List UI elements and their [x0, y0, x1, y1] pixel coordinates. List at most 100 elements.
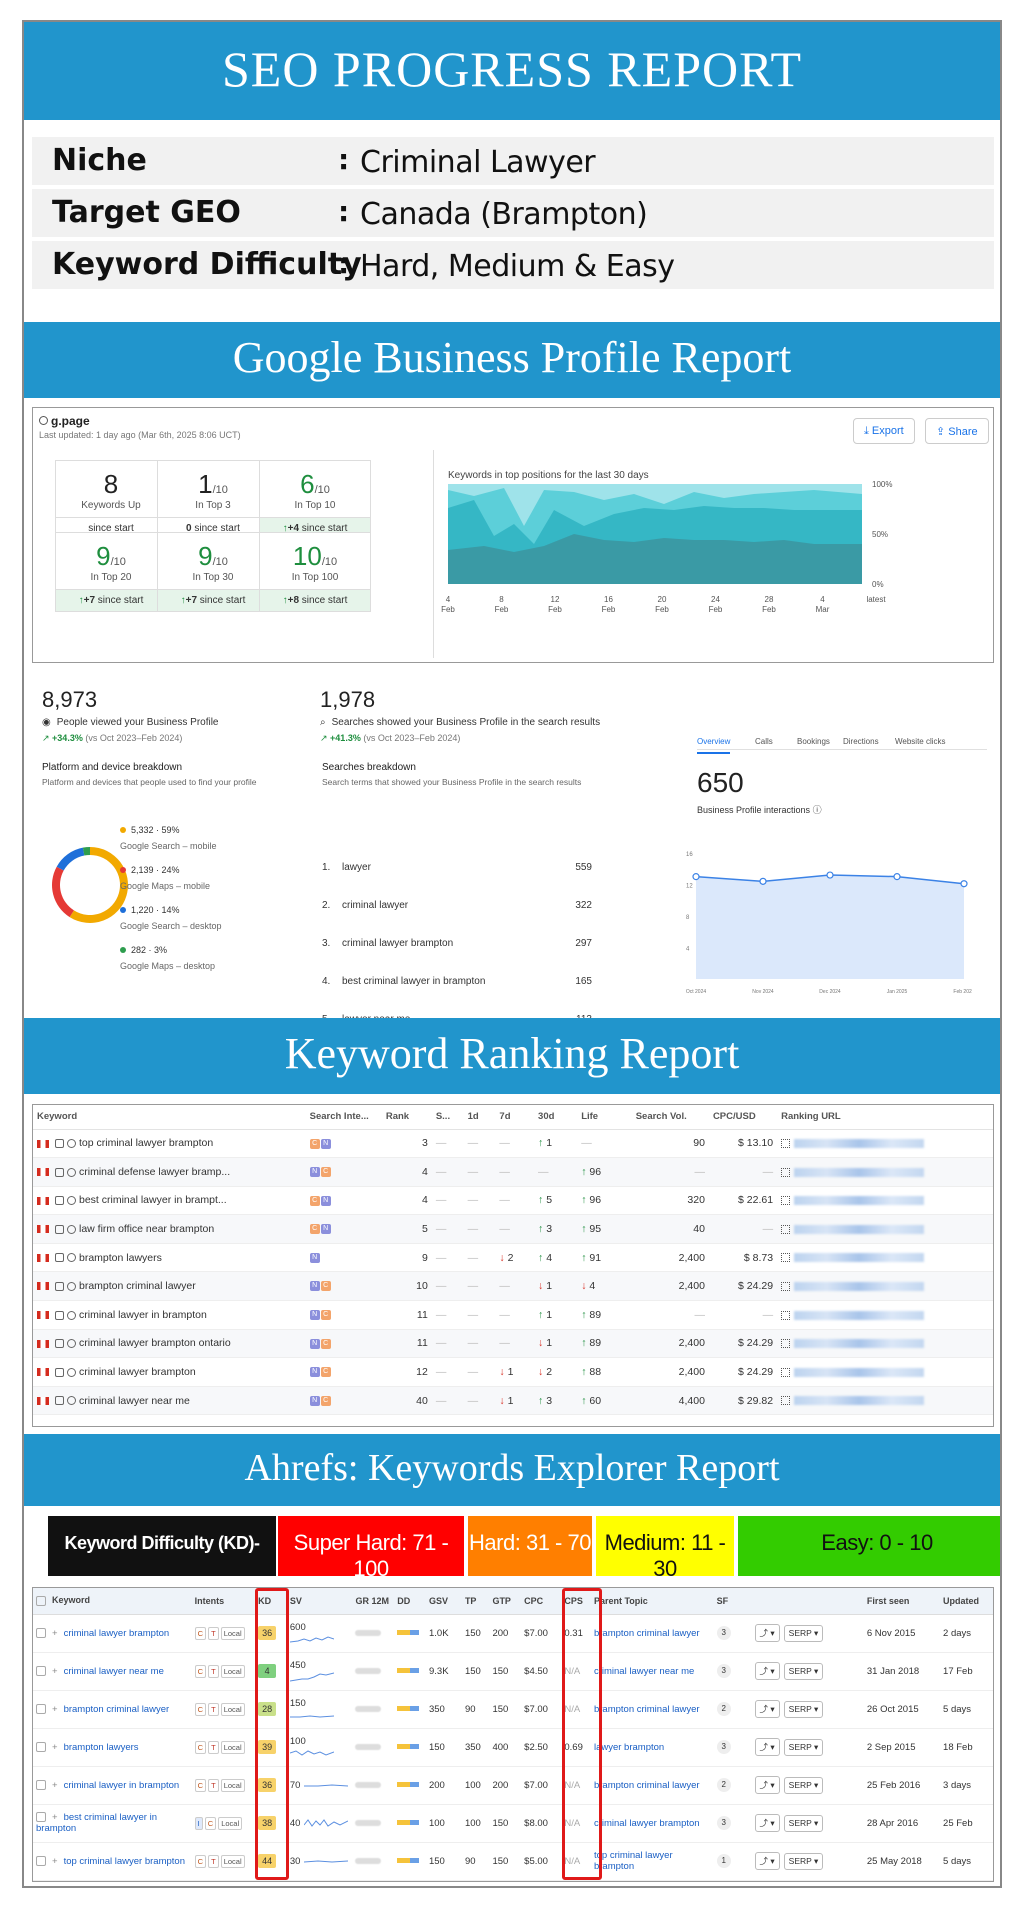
plus-icon[interactable]: +	[52, 1741, 58, 1753]
serp-dropdown-button[interactable]: SERP ▾	[783, 1625, 824, 1642]
table-row[interactable]: + criminal lawyer near me C T Local 4 450 9.3K 1…	[33, 1652, 993, 1691]
plus-icon[interactable]: +	[52, 1779, 58, 1791]
row-checkbox[interactable]	[36, 1703, 46, 1714]
column-header[interactable]: DD	[394, 1588, 426, 1615]
keyword-link[interactable]: best criminal lawyer in brampton	[36, 1812, 158, 1834]
column-header[interactable]: Updated	[940, 1588, 993, 1615]
serp-dropdown-button[interactable]: SERP ▾	[783, 1663, 824, 1680]
column-header[interactable]: Life	[577, 1105, 632, 1130]
ranking-url-cell[interactable]	[777, 1243, 993, 1273]
row-checkbox[interactable]	[36, 1741, 46, 1752]
table-row[interactable]: law firm office near brampton C N 5— — — ↑ 3 ↑ …	[33, 1214, 993, 1244]
serp-dropdown-button[interactable]: SERP ▾	[783, 1701, 824, 1718]
plus-icon[interactable]: +	[52, 1703, 58, 1715]
column-header[interactable]: CPC/USD	[708, 1105, 778, 1130]
ranking-url-cell[interactable]	[777, 1300, 993, 1330]
column-header[interactable]: GSV	[425, 1588, 462, 1615]
expand-icon[interactable]	[781, 1253, 791, 1263]
column-header[interactable]: First seen	[863, 1588, 941, 1615]
ranking-url-cell[interactable]	[777, 1357, 993, 1387]
trend-dropdown-button[interactable]: ⤴ ▾	[754, 1624, 780, 1642]
keyword-text[interactable]: criminal lawyer brampton	[79, 1366, 196, 1379]
ranking-url-cell[interactable]	[777, 1329, 993, 1359]
keyword-link[interactable]: brampton lawyers	[63, 1741, 139, 1753]
parent-topic-link[interactable]: top criminal lawyer brampton	[593, 1850, 673, 1872]
column-header[interactable]: CPC	[521, 1588, 562, 1615]
trend-dropdown-button[interactable]: ⤴ ▾	[754, 1700, 780, 1718]
ranking-url-cell[interactable]	[777, 1214, 993, 1244]
plus-icon[interactable]: +	[52, 1665, 58, 1677]
parent-topic-link[interactable]: criminal lawyer brampton	[593, 1817, 700, 1829]
column-header[interactable]: 1d	[463, 1105, 496, 1130]
column-header[interactable]: 7d	[495, 1105, 535, 1130]
expand-icon[interactable]	[781, 1367, 791, 1377]
table-row[interactable]: top criminal lawyer brampton C N 3— — — ↑ 1—90…	[33, 1129, 993, 1159]
column-header[interactable]: Keyword	[33, 1105, 306, 1130]
column-header[interactable]: CPS	[561, 1588, 591, 1615]
tab-overview[interactable]: Overview	[697, 737, 731, 754]
parent-topic-link[interactable]: criminal lawyer near me	[593, 1665, 695, 1677]
keyword-text[interactable]: criminal defense lawyer bramp...	[79, 1165, 231, 1178]
column-header[interactable]: TP	[461, 1588, 490, 1615]
trend-dropdown-button[interactable]: ⤴ ▾	[754, 1852, 780, 1870]
expand-icon[interactable]	[781, 1396, 791, 1406]
table-row[interactable]: brampton lawyers N 9— — ↓ 2 ↑ 4 ↑ 91 2,400 $ 8.7…	[33, 1243, 993, 1273]
keyword-link[interactable]: brampton criminal lawyer	[63, 1703, 170, 1715]
parent-topic-link[interactable]: brampton criminal lawyer	[593, 1703, 700, 1715]
info-icon[interactable]: ⓘ	[812, 805, 822, 815]
table-row[interactable]: brampton criminal lawyer N C 10— — — ↓ 1 ↓ 4 2,4…	[33, 1271, 993, 1302]
trend-dropdown-button[interactable]: ⤴ ▾	[754, 1662, 780, 1680]
ranking-url-cell[interactable]	[777, 1157, 993, 1187]
table-row[interactable]: criminal lawyer in brampton N C 11— — — ↑ 1 ↑ 8…	[33, 1300, 993, 1330]
column-header[interactable]: SV	[286, 1588, 353, 1615]
share-button[interactable]: ⇪ Share	[925, 418, 989, 444]
keyword-text[interactable]: law firm office near brampton	[79, 1223, 215, 1236]
column-header[interactable]: Search Inte...	[305, 1105, 382, 1130]
table-row[interactable]: + best criminal lawyer in brampton I C Local…	[33, 1804, 993, 1843]
tab-website-clicks[interactable]: Website clicks	[895, 737, 946, 746]
table-row[interactable]: + criminal lawyer in brampton C T Local 36 70 2…	[33, 1766, 993, 1805]
select-all-checkbox[interactable]	[36, 1596, 46, 1607]
column-header[interactable]: KD	[255, 1588, 287, 1615]
column-header[interactable]: Keyword	[33, 1588, 192, 1615]
tab-calls[interactable]: Calls	[755, 737, 773, 746]
ranking-url-cell[interactable]	[777, 1386, 993, 1416]
table-row[interactable]: + criminal lawyer brampton C T Local 36 600 1.0…	[33, 1614, 993, 1653]
serp-dropdown-button[interactable]: SERP ▾	[783, 1815, 824, 1832]
row-checkbox[interactable]	[36, 1627, 46, 1638]
ranking-url-cell[interactable]	[777, 1271, 993, 1302]
trend-dropdown-button[interactable]: ⤴ ▾	[754, 1814, 780, 1832]
expand-icon[interactable]	[781, 1310, 791, 1320]
keyword-text[interactable]: best criminal lawyer in brampt...	[79, 1194, 227, 1207]
column-header[interactable]: SF	[713, 1588, 748, 1615]
ranking-url-cell[interactable]	[777, 1129, 993, 1159]
table-row[interactable]: + top criminal lawyer brampton C T Local 44 30…	[33, 1842, 993, 1881]
keyword-link[interactable]: criminal lawyer brampton	[63, 1627, 170, 1639]
expand-icon[interactable]	[781, 1196, 791, 1206]
column-header[interactable]: Parent Topic	[590, 1588, 714, 1615]
keyword-text[interactable]: brampton lawyers	[79, 1251, 162, 1264]
keyword-text[interactable]: top criminal lawyer brampton	[79, 1137, 214, 1150]
parent-topic-link[interactable]: lawyer brampton	[593, 1741, 665, 1753]
column-header[interactable]: Intents	[191, 1588, 256, 1615]
site-name[interactable]: g.page	[39, 414, 90, 428]
column-header[interactable]: 30d	[534, 1105, 578, 1130]
table-row[interactable]: best criminal lawyer in brampt... C N 4— — — ↑…	[33, 1186, 993, 1216]
column-header[interactable]: Rank	[381, 1105, 432, 1130]
row-checkbox[interactable]	[36, 1665, 46, 1676]
table-row[interactable]: criminal lawyer near me N C 40— — ↓ 1 ↑ 3 ↑ 60 4…	[33, 1386, 993, 1416]
table-row[interactable]: + brampton lawyers C T Local 39 100 150 350 400 $2…	[33, 1728, 993, 1767]
serp-dropdown-button[interactable]: SERP ▾	[783, 1853, 824, 1870]
column-header[interactable]: GR 12M	[352, 1588, 395, 1615]
keyword-link[interactable]: top criminal lawyer brampton	[63, 1855, 185, 1867]
column-header[interactable]	[747, 1588, 864, 1615]
tab-directions[interactable]: Directions	[843, 737, 879, 746]
plus-icon[interactable]: +	[52, 1812, 58, 1823]
column-header[interactable]: Search Vol.	[631, 1105, 709, 1130]
column-header[interactable]: GTP	[489, 1588, 522, 1615]
keyword-text[interactable]: brampton criminal lawyer	[79, 1280, 196, 1293]
expand-icon[interactable]	[781, 1281, 791, 1291]
serp-dropdown-button[interactable]: SERP ▾	[783, 1739, 824, 1756]
trend-dropdown-button[interactable]: ⤴ ▾	[754, 1738, 780, 1756]
column-header[interactable]: S...	[431, 1105, 464, 1130]
